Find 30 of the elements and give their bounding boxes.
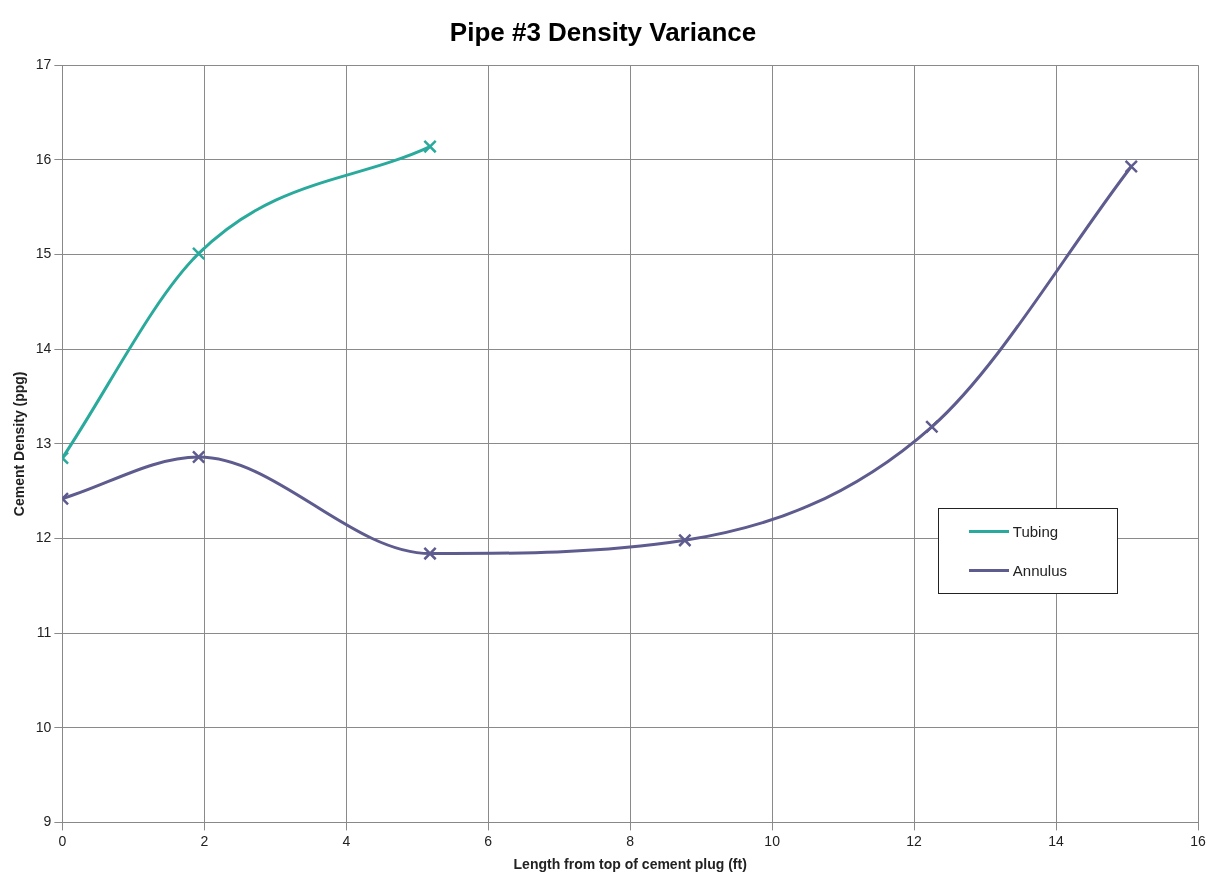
y-tick-label: 17	[35, 56, 52, 73]
x-tick-label: 16	[1190, 832, 1206, 849]
y-axis-title: Cement Density (ppg)	[11, 371, 28, 517]
y-tick-label: 10	[35, 718, 52, 735]
x-tick-label: 2	[200, 832, 209, 849]
chart-title: Pipe #3 Density Variance	[449, 16, 757, 47]
x-axis-title: Length from top of cement plug (ft)	[513, 856, 747, 873]
x-tick-label: 0	[58, 832, 67, 849]
x-tick-label: 6	[484, 832, 493, 849]
legend-label: Tubing	[1012, 523, 1059, 540]
x-tick-label: 10	[764, 832, 781, 849]
y-tick-label: 14	[35, 340, 52, 357]
x-tick-label: 14	[1048, 832, 1065, 849]
point	[191, 450, 206, 464]
point	[677, 533, 692, 548]
y-tick-label: 13	[35, 434, 52, 451]
point	[924, 419, 939, 434]
y-tick-label: 11	[36, 623, 52, 640]
point	[423, 546, 437, 561]
point	[423, 139, 437, 154]
x-tick-label: 4	[342, 832, 351, 849]
legend-label: Annulus	[1012, 562, 1067, 579]
y-tick-label: 16	[35, 150, 52, 167]
x-tick-label: 8	[626, 832, 635, 849]
point	[191, 246, 206, 261]
y-tick-label: 15	[35, 245, 52, 262]
x-tick-label: 12	[906, 832, 923, 849]
y-tick-label: 12	[35, 529, 52, 546]
point	[1124, 159, 1139, 174]
y-tick-label: 9	[43, 813, 52, 830]
